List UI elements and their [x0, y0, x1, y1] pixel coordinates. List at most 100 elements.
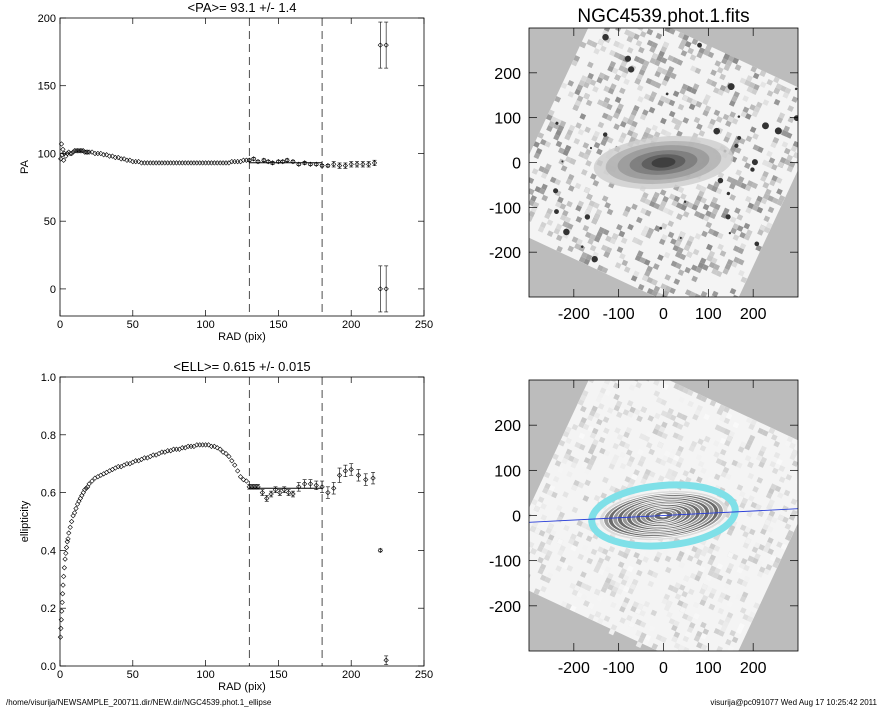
noise-pixel: [722, 670, 729, 677]
data-point: [325, 489, 331, 496]
noise-pixel: [580, 522, 588, 529]
noise-pixel: [724, 616, 732, 624]
data-point: [85, 484, 91, 490]
noise-pixel: [641, 109, 649, 116]
data-point: [133, 458, 139, 464]
noise-pixel: [518, 173, 525, 180]
noise-pixel: [717, 607, 725, 615]
data-point: [185, 443, 191, 449]
noise-pixel: [725, 578, 733, 586]
noise-pixel: [783, 125, 791, 133]
noise-pixel: [668, 618, 676, 625]
noise-pixel: [651, 53, 659, 60]
noise-pixel: [548, 484, 556, 492]
noise-pixel: [539, 188, 546, 195]
noise-pixel: [687, 47, 694, 55]
data-point: [281, 487, 287, 493]
x-tick-label: 200: [740, 660, 767, 677]
noise-pixel: [561, 562, 569, 570]
noise-pixel: [807, 98, 814, 105]
noise-pixel: [739, 441, 747, 449]
noise-pixel: [593, 494, 601, 502]
noise-pixel: [699, 444, 707, 452]
noise-pixel: [624, 476, 632, 483]
noise-pixel: [664, 450, 671, 458]
noise-pixel: [559, 556, 567, 563]
noise-pixel: [733, 256, 740, 264]
noise-pixel: [718, 630, 725, 637]
data-point: [74, 148, 81, 154]
noise-pixel: [530, 195, 537, 202]
noise-pixel: [667, 54, 674, 62]
y-tick-label: 0.2: [41, 603, 56, 615]
data-point: [86, 149, 92, 155]
noise-pixel: [610, 624, 618, 631]
noise-pixel: [804, 129, 811, 136]
noise-pixel: [719, 415, 726, 423]
star: [805, 134, 812, 141]
noise-pixel: [746, 439, 754, 446]
noise-pixel: [539, 138, 547, 146]
noise-pixel: [727, 55, 735, 63]
star: [727, 83, 735, 91]
noise-pixel: [610, 353, 617, 360]
data-point: [176, 160, 183, 166]
noise-pixel: [744, 162, 751, 170]
noise-pixel: [726, 259, 734, 266]
noise-pixel: [724, 439, 731, 447]
noise-pixel: [529, 516, 530, 524]
noise-pixel: [592, 85, 599, 93]
noise-pixel: [583, 258, 591, 266]
noise-pixel: [672, 90, 680, 98]
noise-pixel: [690, 98, 698, 106]
noise-pixel: [708, 250, 716, 258]
data-point: [246, 157, 252, 163]
noise-pixel: [573, 137, 581, 145]
noise-pixel: [575, 205, 582, 212]
noise-pixel: [538, 529, 546, 537]
noise-pixel: [614, 427, 621, 434]
data-point: [223, 160, 229, 166]
noise-pixel: [738, 269, 745, 277]
noise-pixel: [609, 49, 616, 57]
data-point: [246, 484, 252, 490]
noise-pixel: [687, 554, 694, 562]
noise-pixel: [661, 454, 669, 462]
noise-pixel: [573, 584, 581, 592]
noise-pixel: [597, 121, 605, 129]
noise-pixel: [660, 636, 667, 643]
data-point: [95, 474, 101, 480]
y-tick-label: 100: [494, 111, 521, 128]
noise-pixel: [673, 454, 680, 462]
noise-pixel: [604, 577, 612, 584]
noise-pixel: [532, 201, 540, 209]
noise-pixel: [580, 582, 588, 590]
noise-pixel: [785, 132, 793, 139]
plot-frame: [59, 17, 425, 317]
noise-pixel: [540, 585, 547, 593]
noise-pixel: [713, 545, 721, 552]
noise-pixel: [700, 185, 707, 193]
noise-pixel: [713, 109, 721, 117]
noise-pixel: [786, 165, 794, 173]
noise-pixel: [522, 566, 529, 573]
noise-pixel: [814, 118, 821, 125]
major-axis-line: [528, 508, 799, 523]
noise-pixel: [541, 547, 549, 555]
noise-pixel: [596, 231, 603, 238]
y-tick-label: 0.6: [41, 488, 56, 500]
noise-pixel: [583, 186, 591, 194]
noise-pixel: [563, 524, 570, 532]
noise-pixel: [626, 35, 634, 43]
data-point: [205, 160, 212, 166]
noise-pixel: [627, 223, 634, 231]
noise-pixel: [591, 217, 598, 225]
noise-pixel: [582, 412, 590, 420]
y-tick-label: 0.0: [41, 661, 56, 673]
noise-pixel: [716, 116, 723, 123]
noise-pixel: [630, 109, 638, 117]
noise-pixel: [761, 501, 769, 509]
noise-pixel: [635, 381, 642, 389]
data-point: [71, 510, 78, 516]
noise-pixel: [596, 418, 603, 426]
